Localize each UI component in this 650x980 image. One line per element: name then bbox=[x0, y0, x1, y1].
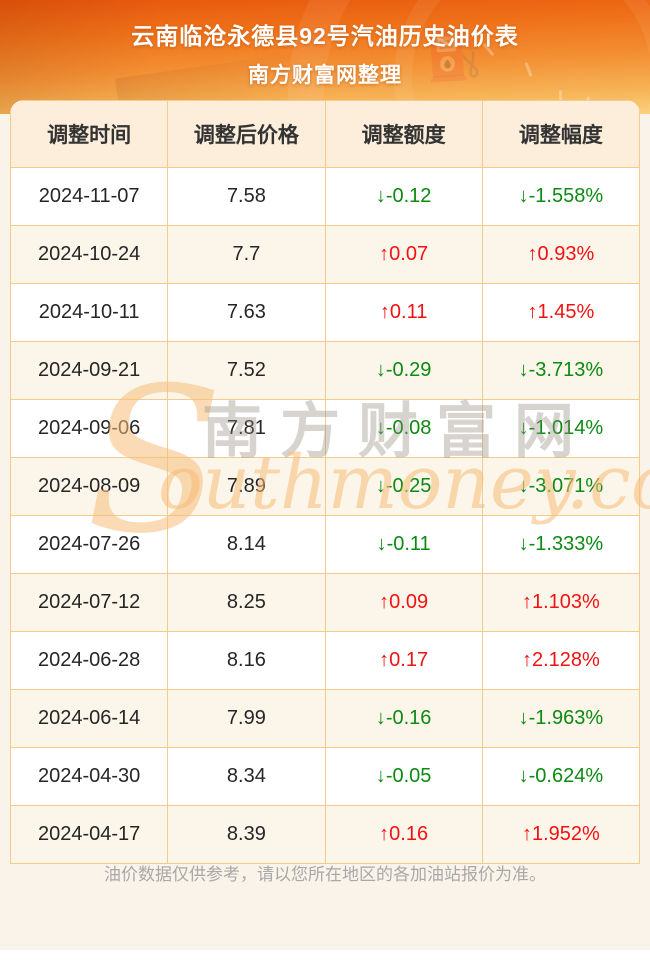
header-row: 调整时间 调整后价格 调整额度 调整幅度 bbox=[10, 100, 640, 168]
cell-adjust-date: 2024-06-14 bbox=[10, 689, 169, 748]
cell-adjust-amount: ↓-0.08 bbox=[324, 399, 483, 458]
page-title: 云南临沧永德县92号汽油历史油价表 bbox=[131, 23, 519, 49]
table-row: 2024-06-14 7.99 ↓-0.16 ↓-1.963% bbox=[10, 689, 640, 748]
cell-adjust-percent: ↑2.128% bbox=[481, 631, 640, 690]
cell-adjust-amount: ↑0.17 bbox=[324, 631, 483, 690]
gauge-tick-icon bbox=[559, 90, 562, 105]
cell-adjust-date: 2024-04-30 bbox=[10, 747, 169, 806]
table-row: 2024-06-28 8.16 ↑0.17 ↑2.128% bbox=[10, 631, 640, 690]
cell-adjust-percent: ↑1.45% bbox=[481, 283, 640, 342]
table-row: 2024-04-17 8.39 ↑0.16 ↑1.952% bbox=[10, 805, 640, 864]
cell-adjust-date: 2024-11-07 bbox=[10, 167, 169, 226]
cell-adjust-amount: ↑0.16 bbox=[324, 805, 483, 864]
cell-adjust-amount: ↓-0.05 bbox=[324, 747, 483, 806]
disclaimer-text: 油价数据仅供参考，请以您所在地区的各加油站报价为准。 bbox=[104, 865, 546, 884]
cell-adjust-percent: ↑0.93% bbox=[481, 225, 640, 284]
cell-adjusted-price: 7.81 bbox=[167, 399, 326, 458]
column-header-adjust-range: 调整幅度 bbox=[481, 100, 640, 168]
table-row: 2024-10-11 7.63 ↑0.11 ↑1.45% bbox=[10, 283, 640, 342]
cell-adjust-amount: ↓-0.12 bbox=[324, 167, 483, 226]
cell-adjusted-price: 7.58 bbox=[167, 167, 326, 226]
cell-adjust-percent: ↓-3.071% bbox=[481, 457, 640, 516]
cell-adjust-percent: ↓-0.624% bbox=[481, 747, 640, 806]
page-subtitle: 南方财富网整理 bbox=[248, 64, 402, 87]
cell-adjust-date: 2024-06-28 bbox=[10, 631, 169, 690]
cell-adjust-amount: ↓-0.11 bbox=[324, 515, 483, 574]
price-table-card: 调整时间 调整后价格 调整额度 调整幅度 2024-11-07 7.58 ↓-0.1… bbox=[10, 100, 640, 864]
cell-adjust-date: 2024-04-17 bbox=[10, 805, 169, 864]
cell-adjusted-price: 8.16 bbox=[167, 631, 326, 690]
cell-adjust-amount: ↑0.09 bbox=[324, 573, 483, 632]
cell-adjust-amount: ↑0.07 bbox=[324, 225, 483, 284]
cell-adjust-date: 2024-10-24 bbox=[10, 225, 169, 284]
cell-adjust-date: 2024-09-21 bbox=[10, 341, 169, 400]
price-table-head: 调整时间 调整后价格 调整额度 调整幅度 bbox=[10, 100, 640, 168]
cell-adjust-percent: ↓-1.014% bbox=[481, 399, 640, 458]
table-row: 2024-11-07 7.58 ↓-0.12 ↓-1.558% bbox=[10, 167, 640, 226]
table-row: 2024-09-06 7.81 ↓-0.08 ↓-1.014% bbox=[10, 399, 640, 458]
cell-adjust-percent: ↓-1.963% bbox=[481, 689, 640, 748]
hero-banner: ⛽ 云南临沧永德县92号汽油历史油价表 南方财富网整理 bbox=[0, 0, 650, 114]
cell-adjusted-price: 7.7 bbox=[167, 225, 326, 284]
cell-adjust-percent: ↓-3.713% bbox=[481, 341, 640, 400]
cell-adjust-percent: ↑1.952% bbox=[481, 805, 640, 864]
cell-adjust-date: 2024-07-12 bbox=[10, 573, 169, 632]
table-row: 2024-07-12 8.25 ↑0.09 ↑1.103% bbox=[10, 573, 640, 632]
table-row: 2024-10-24 7.7 ↑0.07 ↑0.93% bbox=[10, 225, 640, 284]
column-header-adjusted-price: 调整后价格 bbox=[167, 100, 326, 168]
cell-adjusted-price: 7.99 bbox=[167, 689, 326, 748]
cell-adjusted-price: 8.14 bbox=[167, 515, 326, 574]
cell-adjusted-price: 8.39 bbox=[167, 805, 326, 864]
cell-adjust-percent: ↓-1.558% bbox=[481, 167, 640, 226]
table-row: 2024-08-09 7.89 ↓-0.25 ↓-3.071% bbox=[10, 457, 640, 516]
price-table: 调整时间 调整后价格 调整额度 调整幅度 2024-11-07 7.58 ↓-0.1… bbox=[10, 100, 640, 864]
cell-adjusted-price: 7.63 bbox=[167, 283, 326, 342]
cell-adjust-amount: ↓-0.29 bbox=[324, 341, 483, 400]
price-table-body: 2024-11-07 7.58 ↓-0.12 ↓-1.558% 2024-10-24 7.… bbox=[10, 167, 640, 864]
cell-adjusted-price: 8.34 bbox=[167, 747, 326, 806]
cell-adjusted-price: 7.89 bbox=[167, 457, 326, 516]
cell-adjust-amount: ↓-0.25 bbox=[324, 457, 483, 516]
cell-adjust-amount: ↑0.11 bbox=[324, 283, 483, 342]
cell-adjust-amount: ↓-0.16 bbox=[324, 689, 483, 748]
cell-adjusted-price: 8.25 bbox=[167, 573, 326, 632]
table-row: 2024-04-30 8.34 ↓-0.05 ↓-0.624% bbox=[10, 747, 640, 806]
cell-adjust-date: 2024-07-26 bbox=[10, 515, 169, 574]
column-header-adjust-time: 调整时间 bbox=[10, 100, 169, 168]
bottom-white-strip bbox=[0, 950, 650, 980]
cell-adjust-date: 2024-08-09 bbox=[10, 457, 169, 516]
cell-adjust-date: 2024-10-11 bbox=[10, 283, 169, 342]
table-row: 2024-09-21 7.52 ↓-0.29 ↓-3.713% bbox=[10, 341, 640, 400]
column-header-adjust-amount: 调整额度 bbox=[324, 100, 483, 168]
cell-adjust-percent: ↓-1.333% bbox=[481, 515, 640, 574]
cell-adjust-date: 2024-09-06 bbox=[10, 399, 169, 458]
cell-adjust-percent: ↑1.103% bbox=[481, 573, 640, 632]
cell-adjusted-price: 7.52 bbox=[167, 341, 326, 400]
table-row: 2024-07-26 8.14 ↓-0.11 ↓-1.333% bbox=[10, 515, 640, 574]
